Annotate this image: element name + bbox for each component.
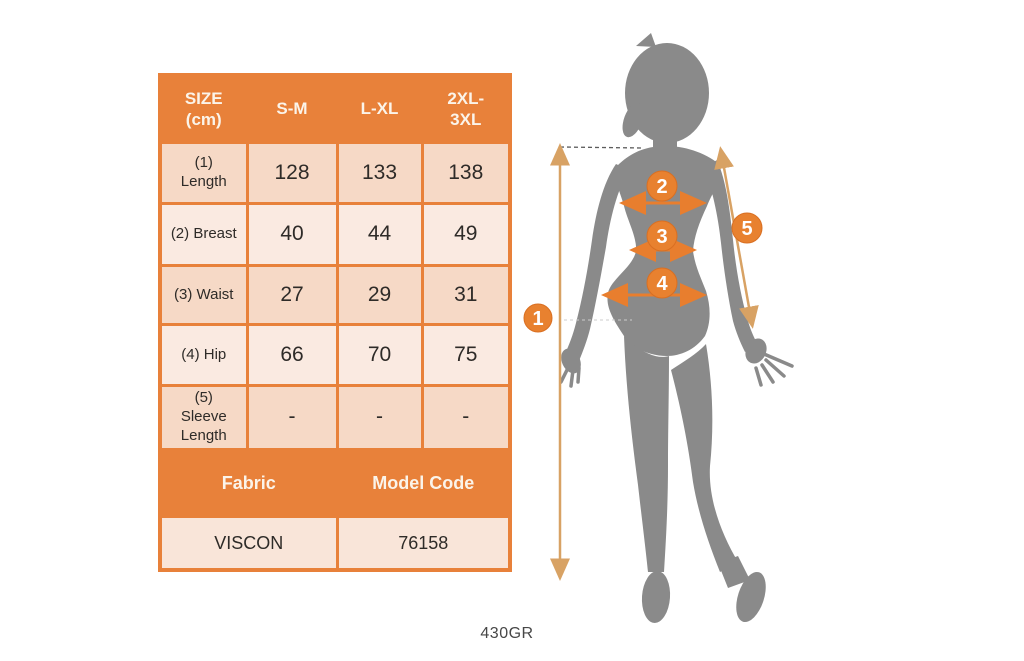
marker-3-label: 3 — [656, 226, 667, 248]
fabric-value: VISCON — [158, 515, 339, 571]
marker-1-label: 1 — [532, 308, 543, 330]
hip-s-m: 66 — [245, 323, 339, 387]
model-code-header: Model Code — [335, 448, 512, 518]
table-row-waist: (3) Waist 27 29 31 — [158, 264, 512, 326]
length-s-m: 128 — [245, 141, 339, 205]
table-row-sleeve-length: (5) Sleeve Length - - - — [158, 384, 512, 451]
waist-s-m: 27 — [245, 264, 339, 326]
col-header-l-xl: L-XL — [335, 73, 424, 144]
table-footer-values-row: VISCON 76158 — [158, 515, 512, 571]
row-label-hip: (4) Hip — [158, 323, 249, 387]
model-code-value: 76158 — [335, 515, 512, 571]
row-label-breast: (2) Breast — [158, 202, 249, 267]
marker-5-label: 5 — [741, 218, 752, 240]
breast-s-m: 40 — [245, 202, 339, 267]
marker-3: 3 — [646, 220, 678, 252]
col-header-2xl-3xl: 2XL- 3XL — [420, 73, 512, 144]
row-label-sleeve-length: (5) Sleeve Length — [158, 384, 249, 451]
female-body-silhouette — [559, 33, 794, 623]
table-header-row: SIZE (cm) S-M L-XL 2XL- 3XL — [158, 73, 512, 144]
table-row-length: (1) Length 128 133 138 — [158, 141, 512, 205]
row-label-waist: (3) Waist — [158, 264, 249, 326]
sleeve-l-xl: - — [335, 384, 424, 451]
waist-2xl-3xl: 31 — [420, 264, 512, 326]
table-row-hip: (4) Hip 66 70 75 — [158, 323, 512, 387]
breast-2xl-3xl: 49 — [420, 202, 512, 267]
marker-1: 1 — [523, 303, 553, 333]
size-chart-table: SIZE (cm) S-M L-XL 2XL- 3XL (1) Length 1… — [158, 73, 512, 572]
size-chart: SIZE (cm) S-M L-XL 2XL- 3XL (1) Length 1… — [158, 73, 512, 572]
length-2xl-3xl: 138 — [420, 141, 512, 205]
waist-l-xl: 29 — [335, 264, 424, 326]
marker-4: 4 — [646, 267, 678, 299]
marker-5: 5 — [731, 212, 763, 244]
length-l-xl: 133 — [335, 141, 424, 205]
weight-caption: 430GR — [480, 625, 534, 642]
hip-2xl-3xl: 75 — [420, 323, 512, 387]
fabric-header: Fabric — [158, 448, 339, 518]
col-header-s-m: S-M — [245, 73, 339, 144]
measurement-figure: 1 2 3 4 5 — [520, 20, 820, 650]
marker-4-label: 4 — [656, 273, 668, 295]
body-silhouette-diagram: 1 2 3 4 5 — [523, 33, 794, 623]
sleeve-s-m: - — [245, 384, 339, 451]
table-row-breast: (2) Breast 40 44 49 — [158, 202, 512, 267]
marker-2: 2 — [646, 170, 678, 202]
table-footer-header-row: Fabric Model Code — [158, 448, 512, 518]
hip-l-xl: 70 — [335, 323, 424, 387]
sleeve-2xl-3xl: - — [420, 384, 512, 451]
breast-l-xl: 44 — [335, 202, 424, 267]
shoulder-guide-dashed-line — [559, 146, 645, 149]
col-header-size-cm: SIZE (cm) — [158, 73, 249, 144]
row-label-length: (1) Length — [158, 141, 249, 205]
marker-2-label: 2 — [656, 176, 667, 198]
